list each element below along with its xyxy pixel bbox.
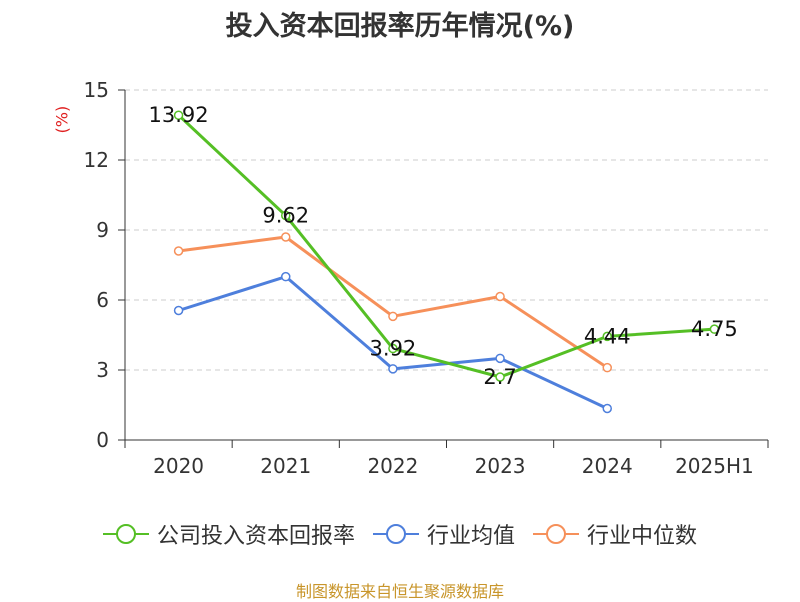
data-point bbox=[173, 246, 184, 256]
data-point bbox=[388, 343, 398, 354]
y-tick-label: 3 bbox=[96, 358, 109, 382]
series-line bbox=[177, 114, 715, 379]
data-label: 13.92 bbox=[149, 103, 209, 127]
legend-label: 公司投入资本回报率 bbox=[156, 524, 355, 549]
x-tick-label: 2023 bbox=[475, 454, 526, 478]
legend-marker-icon bbox=[533, 524, 579, 544]
data-point bbox=[173, 305, 184, 316]
data-label: 4.75 bbox=[691, 317, 738, 341]
chart-title: 投入资本回报率历年情况(%) bbox=[225, 11, 575, 42]
data-point bbox=[281, 271, 291, 282]
data-point bbox=[602, 331, 612, 342]
legend-item-industry-mean[interactable]: 行业均值 bbox=[372, 518, 515, 550]
data-point bbox=[495, 372, 505, 382]
y-tick-label: 6 bbox=[96, 288, 109, 312]
data-label: 2.7 bbox=[483, 365, 516, 389]
data-point bbox=[495, 291, 505, 302]
data-point bbox=[495, 353, 505, 364]
data-point bbox=[281, 210, 291, 221]
data-point bbox=[388, 311, 398, 322]
y-tick-label: 0 bbox=[96, 428, 109, 452]
data-point bbox=[388, 364, 398, 374]
data-point bbox=[173, 110, 184, 120]
x-tick-label: 2024 bbox=[582, 454, 633, 478]
legend-label: 行业中位数 bbox=[587, 524, 698, 549]
chart-legend: 公司投入资本回报率 行业均值 行业中位数 bbox=[0, 518, 800, 550]
data-point bbox=[602, 403, 612, 414]
x-tick-label: 2021 bbox=[260, 454, 311, 478]
y-tick-label: 9 bbox=[96, 218, 109, 242]
data-point bbox=[281, 232, 291, 242]
x-tick-label: 2020 bbox=[153, 454, 204, 478]
x-tick-label: 2022 bbox=[367, 454, 418, 478]
data-label: 4.44 bbox=[584, 324, 631, 348]
data-point bbox=[602, 362, 612, 373]
legend-item-industry-median[interactable]: 行业中位数 bbox=[533, 518, 697, 550]
data-source-note: 制图数据来自恒生聚源数据库 bbox=[295, 582, 504, 601]
y-tick-label: 12 bbox=[84, 148, 109, 172]
legend-marker-icon bbox=[102, 524, 149, 544]
data-point bbox=[709, 324, 720, 334]
legend-label: 行业均值 bbox=[426, 524, 515, 549]
data-label: 3.92 bbox=[370, 337, 417, 361]
x-tick-label: 2025H1 bbox=[675, 454, 754, 478]
y-tick-label: 15 bbox=[84, 78, 109, 102]
data-label: 9.62 bbox=[262, 204, 309, 228]
legend-item-company-roic[interactable]: 公司投入资本回报率 bbox=[102, 518, 355, 550]
legend-marker-icon bbox=[372, 524, 419, 544]
